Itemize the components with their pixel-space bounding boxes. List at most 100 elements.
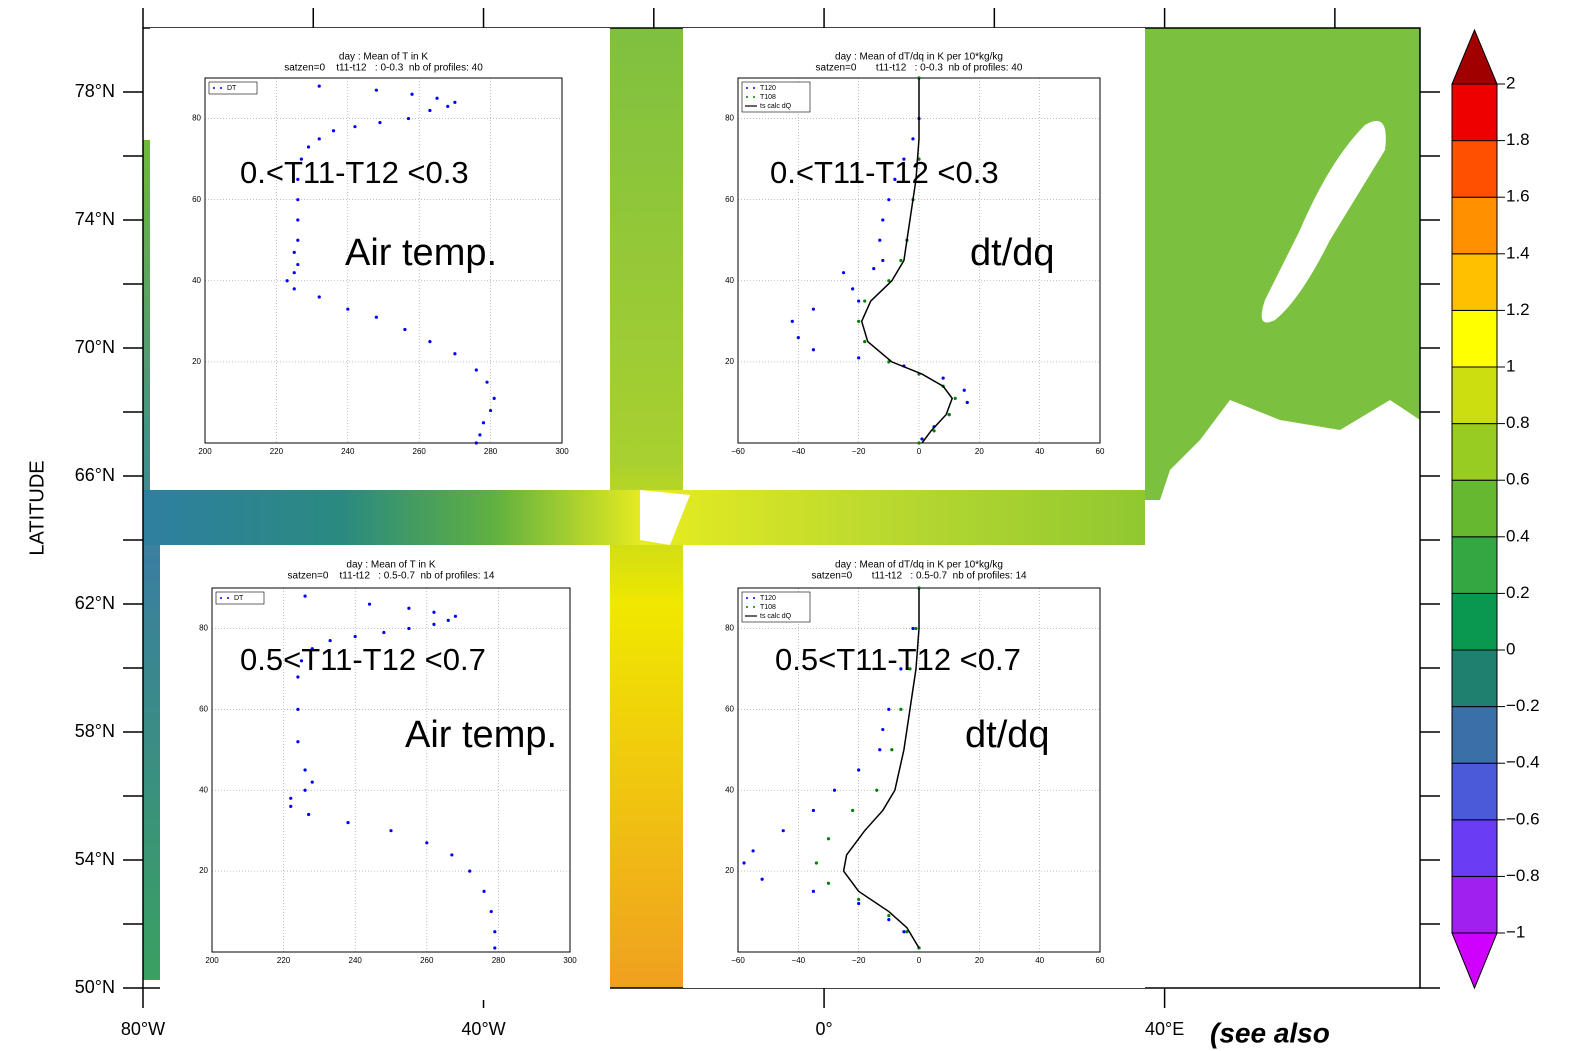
profile-dot [378,121,382,125]
profile-dot [899,667,903,671]
y-tick-label: 80 [725,624,734,633]
footer-note: (see also [1210,1017,1330,1048]
legend-label: T108 [760,94,776,101]
profile-dot [296,707,300,711]
profile-dot [857,768,861,772]
inset-axes [211,587,571,953]
colorbar-tick-label: 1.8 [1506,130,1530,149]
colorbar-tick-label: 0 [1506,639,1515,658]
profile-dot [914,626,918,631]
legend-swatch [753,87,755,89]
annotation: Air temp. [345,232,497,274]
annotation: dt/dq [965,714,1050,756]
profile-dot [872,267,876,271]
colorbar-band [1451,592,1498,651]
profile-dot [353,634,357,639]
colorbar-over [1451,28,1498,85]
profile-dot [299,157,303,161]
annotation: 0.5<T11-T12 <0.7 [240,642,486,677]
colorbar-tick-label: 1.4 [1506,243,1530,262]
profile-dot [811,889,816,893]
x-tick-label: 300 [555,447,569,456]
profile-dot [492,396,496,400]
profile-dot [289,804,293,809]
profile-dot [450,853,454,857]
y-tick-label: 40 [725,785,734,794]
y-tick-label: 74°N [75,209,115,229]
map-imagery [143,28,1420,988]
colorbar-band [1451,819,1498,877]
profile-dot [932,429,936,433]
annotation: 0.<T11-T12 <0.3 [770,155,999,190]
profile-dot [374,88,378,92]
profile-dot [453,100,457,104]
profile-dot [296,675,300,679]
x-tick-label: 0 [917,447,922,456]
x-tick-label: −60 [731,956,745,965]
cloud-gap [640,490,690,545]
profile-dot [878,748,882,752]
legend-swatch [753,597,755,599]
profile-dot [887,914,891,918]
colorbar-tick-label: 0.4 [1506,526,1530,545]
profile-dot [887,360,891,364]
legend-label: DT [227,85,237,92]
profile-dot [905,930,909,934]
profile-dot [406,116,411,121]
colorbar-tick-label: 1.2 [1506,300,1530,319]
x-tick-label: 40°W [461,1019,505,1039]
profile-dot [435,96,439,100]
profile-dot [310,647,314,651]
profile-dot [493,930,497,934]
profile-dot [410,92,414,96]
legend-label: DT [234,595,244,602]
x-tick-label: 200 [198,447,212,456]
inset-axes [204,77,563,444]
profile-dot [941,376,945,380]
x-tick-label: 60 [1096,447,1105,456]
profile-dot [899,707,903,711]
profile-dot [299,659,304,663]
colorbar-band [1451,253,1498,311]
inset-title: day : Mean of dT/dq in K per 10*kg/kg [835,52,1003,63]
profile-dot [781,829,785,833]
legend-swatch [753,96,755,98]
colorbar-tick-label: −0.6 [1506,809,1540,828]
profile-dot [826,837,831,841]
legend-swatch [753,606,755,608]
profile-dot [478,433,482,437]
colorbar-tick-label: −0.8 [1506,866,1540,885]
y-tick-label: 62°N [75,593,115,613]
profile-dot [863,340,867,344]
profile-dot [403,327,407,332]
colorbar-tick-label: 1.6 [1506,187,1530,206]
y-tick-label: 20 [192,357,201,366]
x-tick-label: −20 [852,956,866,965]
profile-dot [911,137,915,141]
profile-dot [811,307,816,311]
colorbar-band [1451,479,1498,538]
profile-dot [453,352,457,356]
colorbar-band [1451,309,1498,368]
y-tick-label: 80 [725,114,734,123]
y-tick-label: 54°N [75,849,115,869]
profile-dot [328,638,332,643]
legend-swatch [746,87,748,89]
legend-label: ts calc dQ [760,613,792,620]
legend-swatch [746,597,748,599]
x-tick-label: 240 [341,447,355,456]
profile-dot [310,780,314,784]
profile-dot [428,340,432,344]
colorbar-tick-label: 0.2 [1506,583,1530,602]
profile-dot [289,796,293,800]
profile-dot [292,250,296,254]
inset-subtitle: satzen=0 t11-t12 : 0.5-0.7 nb of profile… [288,571,495,582]
profile-dot [890,748,894,752]
profile-dot [953,396,957,400]
x-tick-label: 260 [413,447,427,456]
profile-dot [292,287,296,291]
profile-dot [899,258,903,263]
annotation: 0.5<T11-T12 <0.7 [775,642,1021,677]
annotation: 0.<T11-T12 <0.3 [240,155,469,190]
y-tick-label: 60 [725,195,734,204]
